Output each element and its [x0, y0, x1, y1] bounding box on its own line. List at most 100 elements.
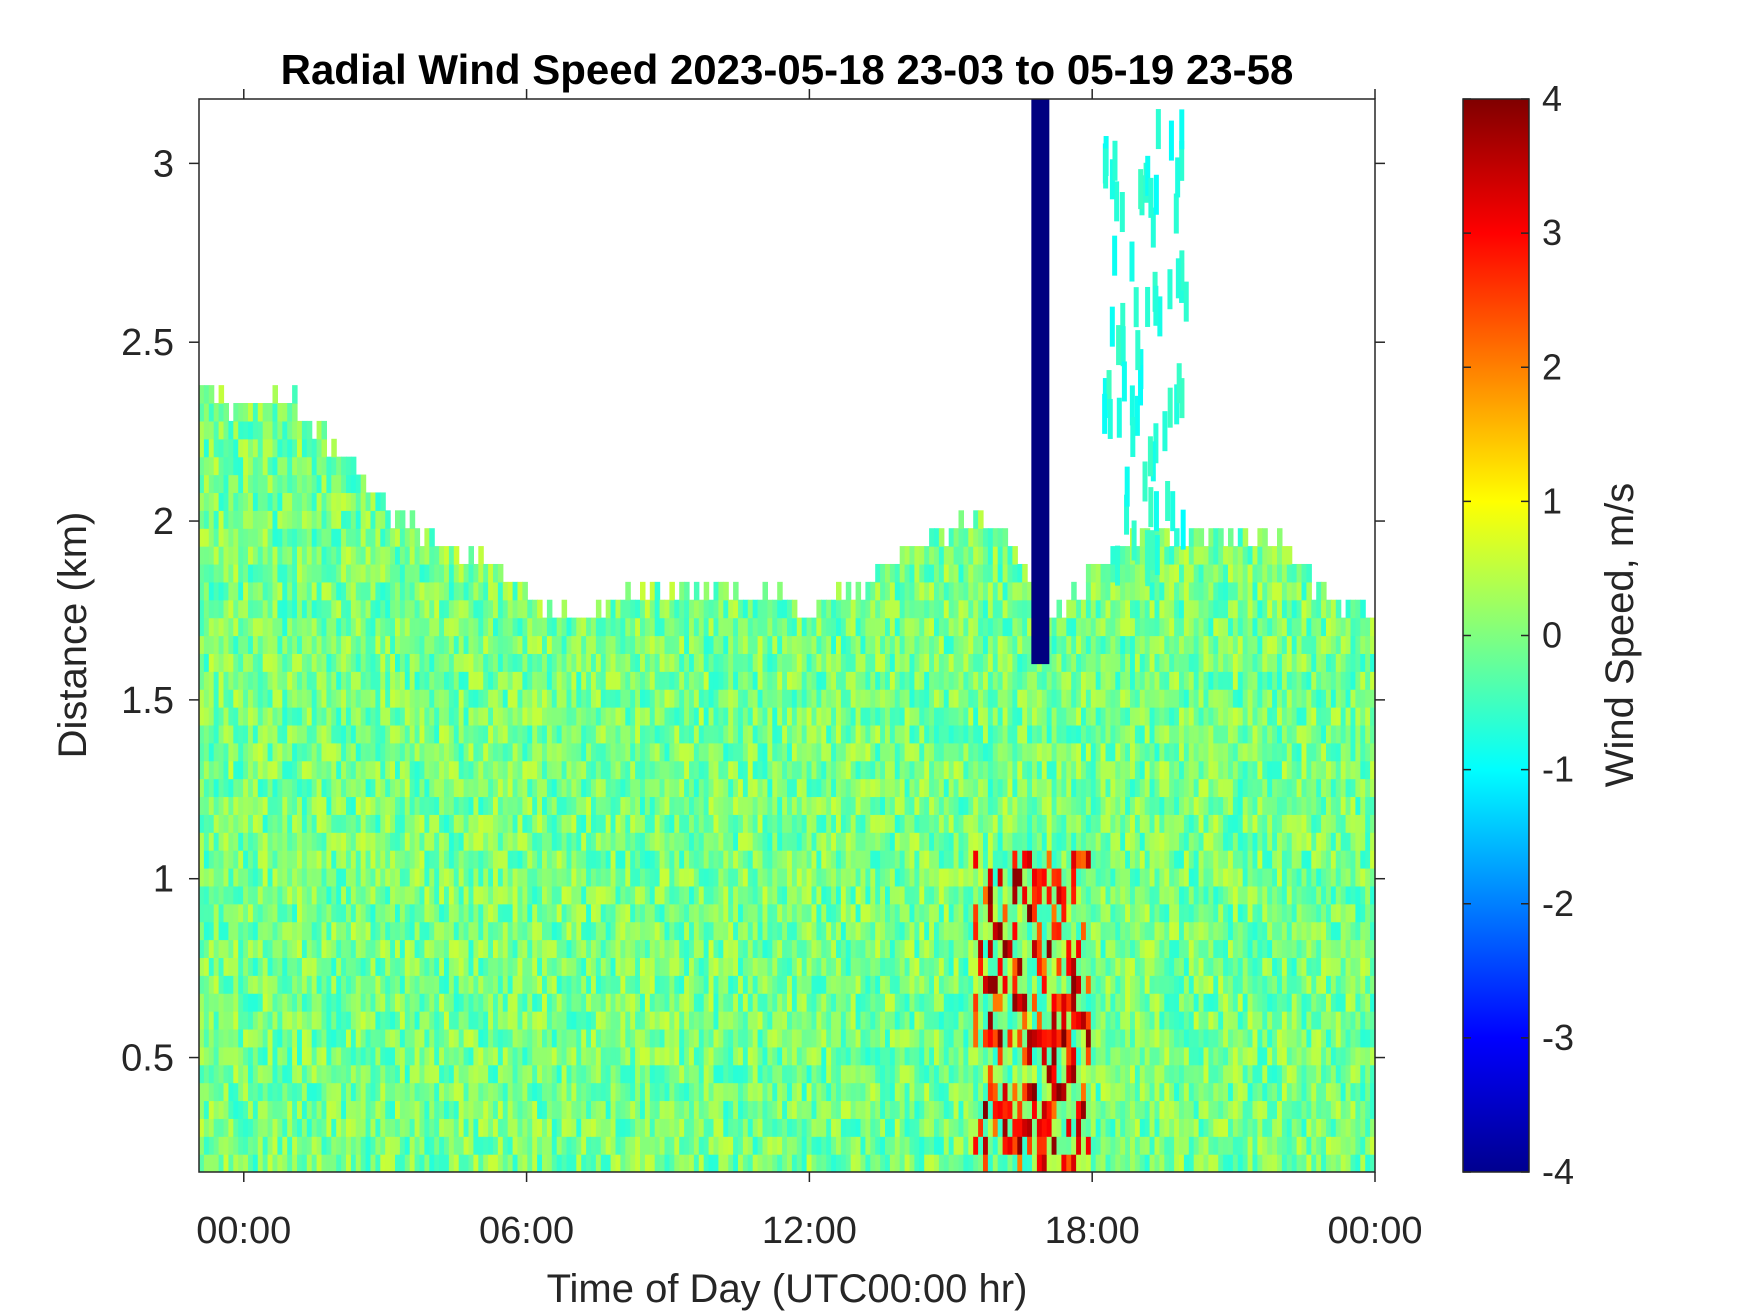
heatmap-cell	[635, 1011, 641, 1030]
heatmap-cell	[272, 492, 278, 511]
heatmap-cell	[855, 760, 862, 780]
heatmap-cell	[772, 1100, 778, 1119]
heatmap-cell	[331, 921, 337, 941]
heatmap-cell	[409, 635, 416, 654]
heatmap-cell	[473, 635, 479, 654]
heatmap-cell	[218, 1028, 225, 1048]
heatmap-cell	[865, 921, 871, 941]
heatmap-cell	[316, 546, 323, 565]
heatmap-cell	[213, 903, 220, 923]
heatmap-cell	[836, 1064, 842, 1084]
heatmap-cell	[566, 921, 572, 941]
heatmap-cell	[586, 1064, 592, 1084]
heatmap-cell	[762, 814, 768, 833]
heatmap-cell	[223, 492, 229, 511]
heatmap-cell	[346, 528, 352, 547]
heatmap-cell	[458, 1064, 465, 1084]
heatmap-cell	[845, 617, 852, 637]
heatmap-cell	[649, 832, 656, 851]
heatmap-cell	[203, 635, 210, 654]
heatmap-cell	[767, 742, 773, 762]
heatmap-cell	[605, 1154, 612, 1172]
heatmap-cell	[571, 707, 577, 726]
heatmap-cell	[257, 546, 264, 565]
heatmap-cell	[738, 921, 744, 941]
heatmap-cell	[414, 957, 421, 976]
heatmap-cell	[669, 778, 675, 798]
heatmap-cell	[390, 1064, 396, 1084]
heatmap-cell	[252, 867, 259, 887]
heatmap-cell	[581, 993, 587, 1012]
heatmap-cell	[199, 957, 205, 976]
heatmap-cell	[390, 581, 396, 601]
heatmap-cell	[561, 939, 568, 958]
heatmap-cell	[610, 760, 617, 780]
heatmap-cell	[556, 814, 563, 833]
heatmap-cell	[238, 760, 244, 780]
heatmap-cell	[581, 724, 587, 744]
heatmap-cell	[698, 742, 705, 762]
heatmap-cell	[326, 671, 332, 690]
heatmap-cell	[532, 1154, 538, 1172]
heatmap-cell	[640, 760, 646, 780]
heatmap-cell	[669, 581, 675, 601]
heatmap-cell	[738, 617, 744, 637]
heatmap-cell	[483, 975, 489, 994]
heatmap-cell	[390, 1154, 396, 1172]
heatmap-cell	[380, 760, 386, 780]
heatmap-cell	[448, 1064, 455, 1084]
heatmap-cell	[605, 742, 612, 762]
heatmap-cell	[718, 903, 724, 923]
heatmap-cell	[772, 617, 778, 637]
heatmap-cell	[542, 1011, 548, 1030]
heatmap-cell	[370, 653, 376, 672]
heatmap-cell	[517, 653, 523, 672]
heatmap-cell	[733, 742, 739, 762]
heatmap-cell	[752, 796, 759, 815]
heatmap-cell	[649, 1011, 656, 1030]
heatmap-cell	[287, 438, 293, 458]
heatmap-cell	[277, 921, 283, 941]
heatmap-cell	[223, 993, 229, 1012]
heatmap-cell	[767, 1046, 773, 1066]
heatmap-cell	[664, 635, 670, 654]
heatmap-cell	[816, 689, 822, 708]
heatmap-cell	[306, 438, 313, 458]
heatmap-cell	[644, 724, 651, 744]
heatmap-cell	[248, 617, 254, 637]
heatmap-cell	[277, 796, 283, 815]
heatmap-cell	[248, 563, 254, 583]
heatmap-cell	[365, 867, 372, 887]
heatmap-cell	[439, 707, 445, 726]
heatmap-cell	[556, 742, 563, 762]
heatmap-cell	[527, 1046, 533, 1066]
heatmap-cell	[801, 1028, 808, 1048]
heatmap-cell	[336, 563, 342, 583]
heatmap-cell	[742, 957, 749, 976]
heatmap-cell	[341, 1028, 347, 1048]
heatmap-cell	[718, 885, 724, 905]
heatmap-cell	[444, 796, 450, 815]
heatmap-cell	[272, 617, 278, 637]
heatmap-cell	[267, 474, 274, 494]
heatmap-cell	[537, 1011, 543, 1030]
heatmap-cell	[444, 707, 450, 726]
heatmap-cell	[257, 456, 264, 476]
heatmap-cell	[620, 1082, 626, 1102]
heatmap-cell	[301, 617, 308, 637]
heatmap-cell	[380, 1028, 386, 1048]
heatmap-cell	[301, 850, 308, 869]
heatmap-cell	[248, 1154, 254, 1172]
heatmap-cell	[733, 760, 739, 780]
heatmap-cell	[292, 1154, 298, 1172]
heatmap-cell	[649, 671, 656, 690]
heatmap-cell	[571, 1011, 577, 1030]
heatmap-cell	[630, 814, 636, 833]
heatmap-cell	[615, 832, 621, 851]
heatmap-cell	[502, 707, 509, 726]
heatmap-cell	[439, 939, 445, 958]
heatmap-cell	[674, 1028, 680, 1048]
heatmap-cell	[855, 1028, 862, 1048]
heatmap-cell	[483, 778, 489, 798]
heatmap-cell	[723, 778, 729, 798]
